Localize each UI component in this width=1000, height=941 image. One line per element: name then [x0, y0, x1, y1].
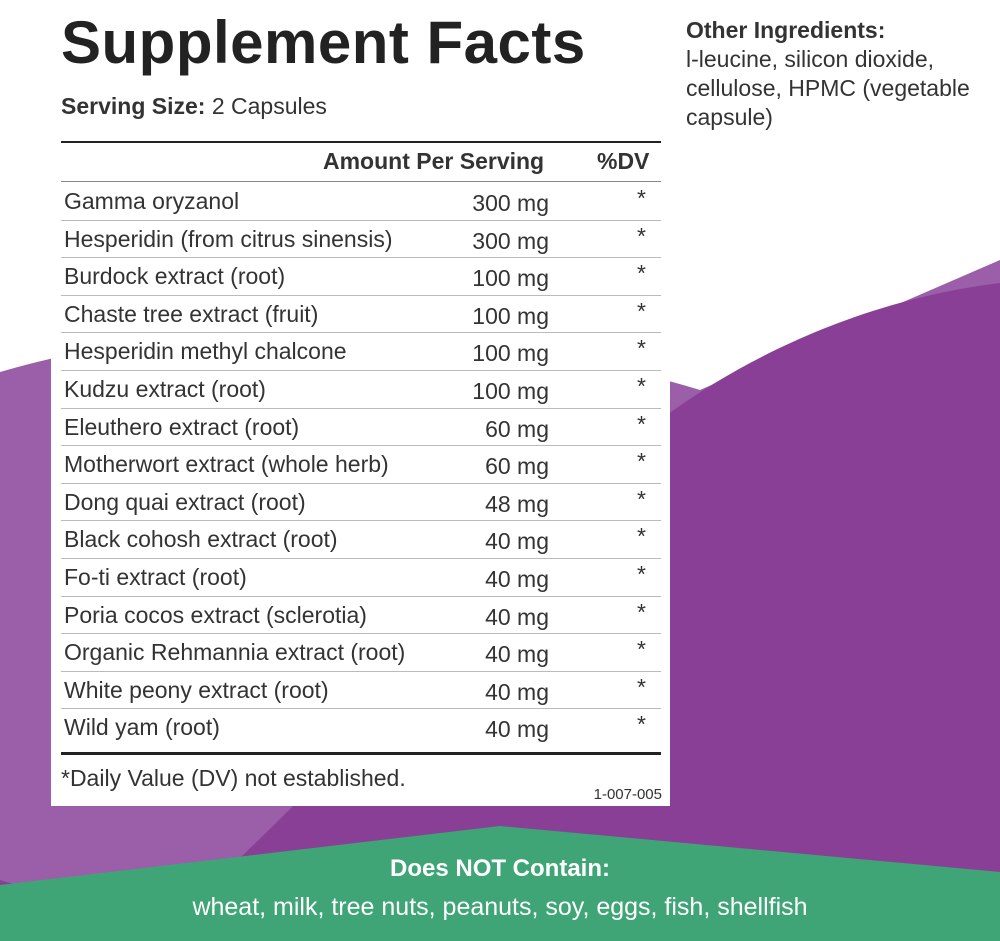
- ingredient-amount: 60 mg: [485, 415, 549, 442]
- ingredient-name: Burdock extract (root): [64, 263, 286, 290]
- ingredient-dv: *: [637, 523, 646, 550]
- ingredient-name: Kudzu extract (root): [64, 375, 266, 402]
- ingredient-amount: 100 mg: [472, 302, 549, 329]
- ingredient-row: Wild yam (root) 40 mg *: [61, 709, 661, 746]
- ingredient-dv: *: [637, 297, 646, 324]
- ingredient-name: Dong quai extract (root): [64, 488, 306, 515]
- ingredient-amount: 40 mg: [485, 528, 549, 555]
- ingredient-amount: 40 mg: [485, 603, 549, 630]
- label-code: 1-007-005: [593, 786, 662, 803]
- ingredient-row: Organic Rehmannia extract (root) 40 mg *: [61, 634, 661, 672]
- ingredient-dv: *: [637, 222, 646, 249]
- ingredient-name: Poria cocos extract (sclerotia): [64, 601, 367, 628]
- does-not-contain-text: wheat, milk, tree nuts, peanuts, soy, eg…: [192, 893, 808, 921]
- ingredient-amount: 300 mg: [472, 227, 549, 254]
- serving-size: Serving Size: 2 Capsules: [61, 93, 327, 120]
- ingredient-name: Wild yam (root): [64, 714, 220, 741]
- ingredient-row: Dong quai extract (root) 48 mg *: [61, 484, 661, 522]
- ingredient-row: Black cohosh extract (root) 40 mg *: [61, 521, 661, 559]
- ingredient-amount: 40 mg: [485, 716, 549, 743]
- ingredient-row: White peony extract (root) 40 mg *: [61, 672, 661, 710]
- ingredient-amount: 100 mg: [472, 265, 549, 292]
- divider: [61, 181, 661, 182]
- ingredient-amount: 40 mg: [485, 678, 549, 705]
- ingredient-row: Hesperidin methyl chalcone 100 mg *: [61, 333, 661, 371]
- ingredient-row: Burdock extract (root) 100 mg *: [61, 258, 661, 296]
- panel-title: Supplement Facts: [61, 9, 586, 76]
- ingredient-row: Gamma oryzanol 300 mg *: [61, 183, 661, 221]
- ingredient-name: Fo-ti extract (root): [64, 563, 247, 590]
- ingredient-amount: 40 mg: [485, 565, 549, 592]
- ingredient-dv: *: [637, 410, 646, 437]
- footnote: *Daily Value (DV) not established.: [61, 765, 406, 791]
- green-band: [0, 826, 1000, 941]
- ingredient-row: Fo-ti extract (root) 40 mg *: [61, 559, 661, 597]
- ingredient-dv: *: [637, 185, 646, 211]
- ingredient-amount: 100 mg: [472, 340, 549, 367]
- other-ingredients-text: l-leucine, silicon dioxide, cellulose, H…: [686, 46, 970, 130]
- ingredient-dv: *: [637, 560, 646, 587]
- divider: [61, 141, 661, 143]
- ingredient-name: White peony extract (root): [64, 676, 329, 703]
- ingredient-row: Motherwort extract (whole herb) 60 mg *: [61, 446, 661, 484]
- ingredient-dv: *: [637, 485, 646, 512]
- ingredient-dv: *: [637, 448, 646, 475]
- dv-header: %DV: [597, 148, 650, 174]
- amount-header: Amount Per Serving: [323, 148, 545, 174]
- ingredient-dv: *: [637, 598, 646, 625]
- ingredient-amount: 300 mg: [472, 190, 549, 216]
- ingredient-amount: 100 mg: [472, 377, 549, 404]
- ingredient-dv: *: [637, 260, 646, 287]
- serving-size-label: Serving Size:: [61, 93, 206, 119]
- other-ingredients-title: Other Ingredients:: [686, 17, 886, 43]
- ingredient-row: Chaste tree extract (fruit) 100 mg *: [61, 296, 661, 334]
- ingredient-name: Hesperidin (from citrus sinensis): [64, 225, 393, 252]
- ingredient-name: Gamma oryzanol: [64, 188, 240, 214]
- ingredient-name: Motherwort extract (whole herb): [64, 451, 389, 478]
- ingredient-dv: *: [637, 335, 646, 362]
- ingredient-name: Eleuthero extract (root): [64, 413, 300, 440]
- ingredient-name: Organic Rehmannia extract (root): [64, 639, 406, 666]
- ingredient-name: Chaste tree extract (fruit): [64, 300, 319, 327]
- ingredients-table: Gamma oryzanol 300 mg * Hesperidin (from ci…: [61, 183, 661, 746]
- ingredient-amount: 60 mg: [485, 453, 549, 480]
- ingredient-name: Hesperidin methyl chalcone: [64, 338, 347, 365]
- supplement-facts-panel: Supplement Facts Serving Size: 2 Capsule…: [51, 0, 670, 806]
- ingredient-row: Poria cocos extract (sclerotia) 40 mg *: [61, 597, 661, 635]
- ingredient-dv: *: [637, 711, 646, 738]
- ingredient-amount: 40 mg: [485, 641, 549, 668]
- other-ingredients: Other Ingredients: l-leucine, silicon di…: [686, 16, 986, 132]
- ingredient-row: Hesperidin (from citrus sinensis) 300 mg *: [61, 221, 661, 259]
- ingredient-name: Black cohosh extract (root): [64, 526, 338, 553]
- ingredient-row: Eleuthero extract (root) 60 mg *: [61, 409, 661, 447]
- serving-size-value: 2 Capsules: [211, 93, 327, 119]
- ingredient-amount: 48 mg: [485, 490, 549, 517]
- does-not-contain-title: Does NOT Contain:: [390, 855, 610, 882]
- ingredient-dv: *: [637, 372, 646, 399]
- ingredient-dv: *: [637, 673, 646, 700]
- ingredient-row: Kudzu extract (root) 100 mg *: [61, 371, 661, 409]
- ingredient-dv: *: [637, 636, 646, 663]
- divider: [61, 752, 661, 755]
